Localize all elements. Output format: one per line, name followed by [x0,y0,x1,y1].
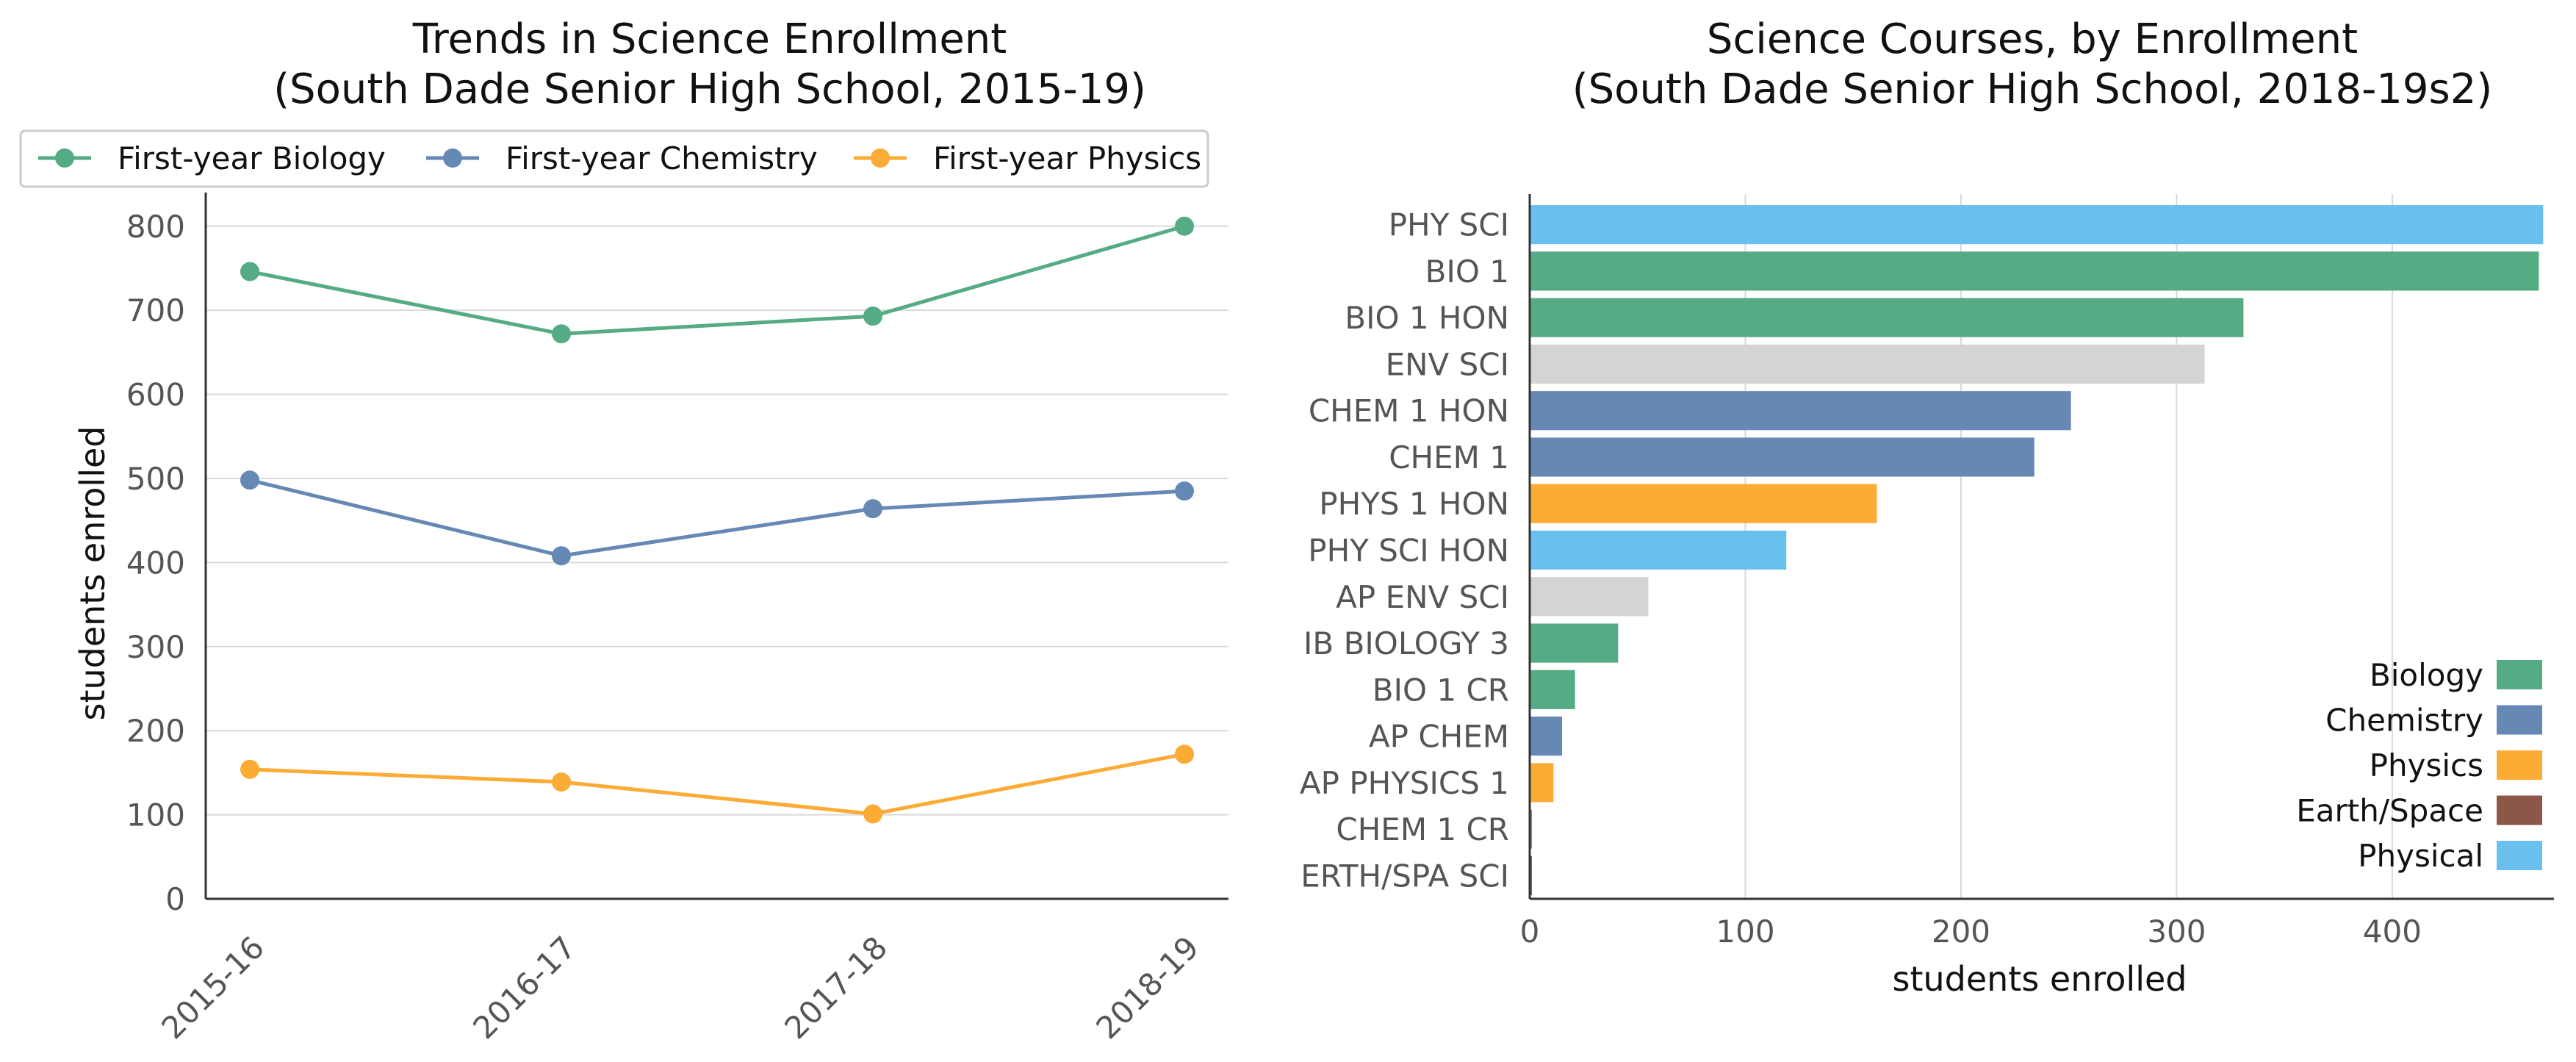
trends-legend-label: First-year Physics [933,140,1201,176]
trends-legend-swatch-marker [55,148,74,168]
courses-x-axis-label: students enrolled [1893,959,2187,999]
courses-legend-swatch [2497,660,2542,689]
courses-bar [1530,251,2539,291]
courses-legend-label: Earth/Space [2296,793,2483,829]
trends-data-point [552,772,571,792]
trends-legend-frame [19,129,1209,188]
courses-bar [1530,437,2034,477]
trends-legend-swatch-marker [871,148,890,168]
trends-y-tick-label: 400 [126,545,185,581]
trends-y-tick-label: 800 [126,209,185,245]
trends-data-point [240,470,259,490]
trends-data-point [552,324,571,344]
courses-y-tick-label: AP CHEM [1369,719,1509,755]
courses-y-tick-label: ERTH/SPA SCI [1300,858,1509,894]
trends-data-point [863,804,882,824]
trends-legend: First-year Biology First-year Chemistry Fi… [19,129,1209,188]
trends-legend-label: First-year Biology [118,140,386,176]
courses-y-tick-label: PHYS 1 HON [1319,486,1509,522]
trends-legend-swatch-marker [443,148,462,168]
courses-y-tick-label: ENV SCI [1386,346,1509,382]
trends-data-point [863,306,882,326]
courses-bar [1530,716,1563,756]
courses-y-tick-label: BIO 1 CR [1372,672,1509,708]
courses-y-tick-label: PHY SCI HON [1308,533,1509,569]
trends-title-line-2: (South Dade Senior High School, 2015-19) [273,65,1146,113]
courses-bar [1530,344,2205,384]
courses-x-tick-label: 300 [2147,914,2206,950]
trends-y-tick-label: 500 [126,461,185,497]
trends-data-point [1175,216,1194,236]
courses-legend-swatch [2497,841,2542,870]
trends-series-line [249,478,1185,558]
courses-chart: Science Courses, by Enrollment (South Da… [1300,15,2554,999]
trends-legend-label: First-year Chemistry [506,140,818,176]
trends-y-tick-label: 200 [126,713,185,749]
courses-title-line-2: (South Dade Senior High School, 2018-19s… [1572,65,2492,113]
trends-series-line [249,224,1185,336]
trends-title-line-1: Trends in Science Enrollment [412,15,1007,63]
courses-bar [1530,763,1554,803]
courses-legend-label: Biology [2370,657,2483,693]
courses-y-tick-label: CHEM 1 [1389,439,1509,476]
trends-data-point [863,499,882,519]
courses-bar [1530,530,1787,570]
trends-y-tick-label: 0 [165,881,185,917]
trends-y-tick-label: 300 [126,629,185,665]
courses-y-tick-label: BIO 1 HON [1345,300,1509,336]
courses-bar [1530,484,1877,523]
trends-series-line [249,752,1185,816]
courses-y-tick-label: BIO 1 [1425,254,1509,290]
trends-data-point [1175,481,1194,501]
trends-data-point [240,262,259,281]
courses-x-tick-label: 400 [2363,914,2422,950]
courses-legend-swatch [2497,750,2542,780]
courses-x-tick-label: 100 [1716,914,1774,950]
courses-legend-swatch [2497,795,2542,825]
courses-y-tick-label: AP PHYSICS 1 [1300,765,1509,801]
courses-bar [1530,391,2071,431]
trends-y-tick-label: 100 [126,797,185,833]
courses-y-tick-label: CHEM 1 CR [1336,811,1509,847]
courses-legend-label: Chemistry [2325,703,2483,739]
courses-bar [1530,205,2544,245]
trends-y-axis-label: students enrolled [73,426,112,721]
courses-bar [1530,298,2244,337]
courses-bar [1530,623,1619,663]
trends-data-point [1175,745,1194,764]
courses-y-tick-label: AP ENV SCI [1336,579,1509,615]
courses-y-tick-label: IB BIOLOGY 3 [1303,625,1509,661]
trends-y-tick-label: 600 [126,377,185,413]
trends-data-point [240,759,259,779]
courses-legend-label: Physical [2358,838,2483,874]
courses-y-tick-label: PHY SCI [1389,207,1509,243]
courses-x-tick-label: 200 [1932,914,1990,950]
courses-y-tick-label: CHEM 1 HON [1309,393,1509,429]
courses-x-tick-label: 0 [1520,914,1540,950]
courses-bar [1530,577,1649,617]
trends-data-point [552,546,571,566]
courses-bar [1530,670,1575,709]
courses-legend-swatch [2497,705,2542,735]
courses-title-line-1: Science Courses, by Enrollment [1707,15,2358,63]
trends-y-tick-label: 700 [126,293,185,329]
courses-legend-label: Physics [2370,747,2483,783]
